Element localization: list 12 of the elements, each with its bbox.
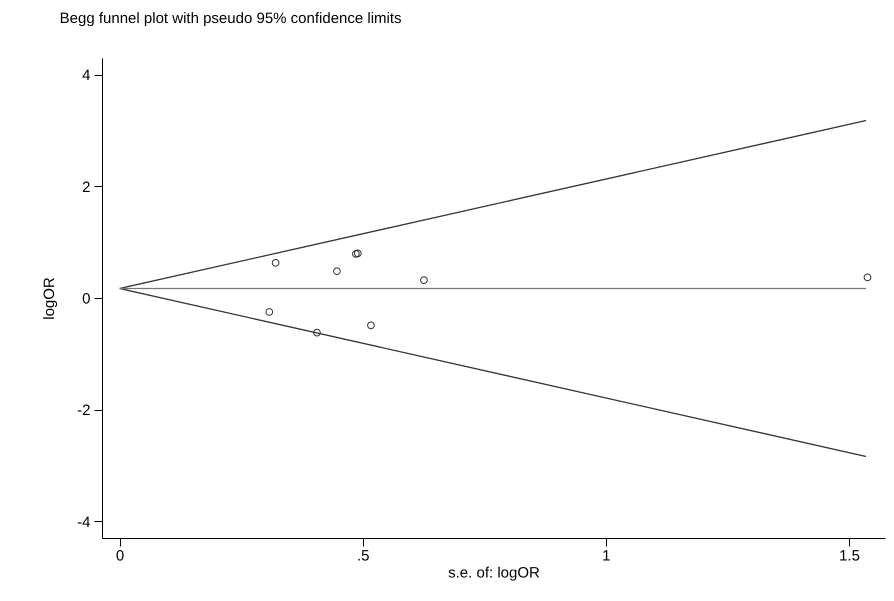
y-tick-label: 0 [82,290,90,308]
x-tick-label: 1 [602,548,611,564]
y-tick-label: -2 [77,402,90,420]
x-tick-label: 0 [116,548,124,564]
y-tick-label: 4 [82,67,90,84]
x-tick-label: 1.5 [839,548,860,564]
y-tick-label: 2 [82,178,90,196]
y-tick-label: -4 [77,514,90,531]
chart-title: Begg funnel plot with pseudo 95% confidence limits [60,10,402,27]
y-axis-title: logOR [41,277,58,320]
x-axis-title: s.e. of: logOR [448,564,540,582]
x-tick-label: .5 [356,548,370,564]
